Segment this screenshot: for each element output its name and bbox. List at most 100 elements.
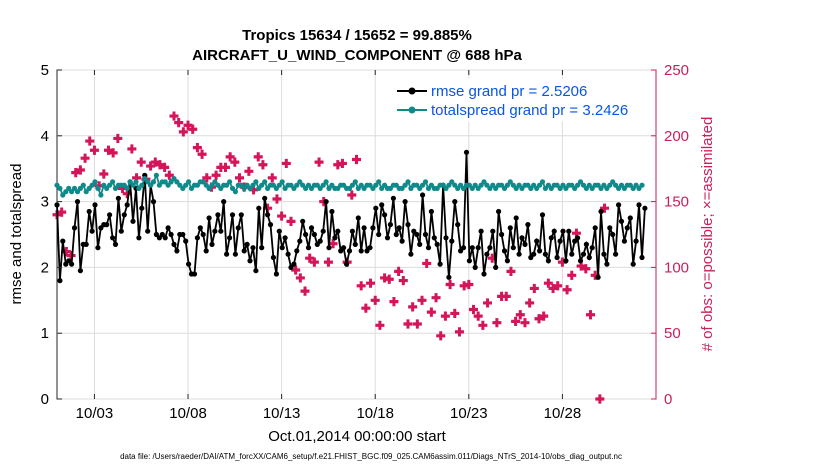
series-point-rmse [586,254,592,261]
series-point-rmse [387,222,393,228]
x-tick-label: 10/18 [356,405,394,422]
series-point-rmse [153,231,159,238]
series-point-rmse [580,251,587,257]
series-point-rmse [332,235,338,241]
series-point-rmse [384,235,391,241]
y-left-tick-label: 5 [41,62,49,79]
series-point-totalspread [639,182,645,188]
obs-count-marker [286,216,296,226]
series-point-totalspread [449,179,455,185]
series-point-rmse [373,205,379,211]
obs-count-marker [146,161,156,171]
series-point-totalspread [142,176,148,182]
obs-count-marker [557,257,567,267]
series-point-rmse [349,228,355,234]
series-point-rmse [104,222,110,228]
obs-count-marker [567,270,577,280]
series-point-rmse [229,212,236,218]
series-point-rmse [422,231,429,238]
obs-count-marker [585,310,595,320]
chart-title: Tropics 15634 / 15652 = 99.885% [242,27,472,44]
series-point-rmse [396,225,402,231]
series-point-rmse [522,241,528,247]
obs-count-marker [178,127,188,137]
series-layer [54,149,648,284]
series-point-rmse [71,225,78,231]
series-point-rmse [513,215,519,221]
obs-count-marker [118,183,128,194]
x-tick-label: 10/28 [544,405,582,422]
series-point-rmse [107,212,113,218]
series-point-totalspread [323,179,329,185]
obs-count-marker [235,173,245,183]
series-point-rmse [197,225,203,231]
y-axis-label-left: rmse and totalspread [8,164,25,305]
legend-spread-marker [408,106,416,114]
series-point-rmse [531,251,537,257]
series-point-rmse [566,228,572,234]
y-right-tick-label: 50 [664,325,681,342]
obs-count-marker [356,281,366,291]
chart-subtitle: AIRCRAFT_U_WIND_COMPONENT @ 688 hPa [192,47,522,64]
series-point-rmse [69,261,75,267]
series-point-rmse [537,248,543,254]
series-point-rmse [624,225,630,231]
obs-count-marker [426,307,436,317]
y-left-tick-label: 0 [41,391,49,408]
series-point-rmse [501,248,508,254]
series-point-totalspread [422,179,429,185]
series-point-rmse [323,199,329,205]
obs-count-marker [122,189,132,199]
series-point-rmse [557,238,563,244]
series-point-rmse [329,208,335,215]
series-point-totalspread [227,179,233,185]
legend-box [392,78,653,122]
series-point-rmse [270,254,276,261]
obs-count-marker [305,253,315,263]
series-point-rmse [352,241,358,247]
series-point-rmse [247,258,253,264]
series-point-rmse [194,235,200,241]
obs-count-marker [300,286,310,296]
series-point-rmse [218,228,224,234]
obs-count-marker [590,270,600,280]
series-point-rmse [57,278,63,284]
obs-count-marker [75,165,85,175]
obs-count-marker [244,166,254,176]
obs-count-marker [375,320,385,330]
y-axis-label-right: # of obs: o=possible; ×=assimilated [699,117,716,352]
series-point-rmse [227,235,233,241]
series-point-rmse [86,208,92,215]
series-point-rmse [311,231,317,238]
series-point-rmse [259,245,265,251]
series-point-rmse [545,258,552,264]
series-point-rmse [273,271,279,277]
x-tick-label: 10/08 [169,405,207,422]
series-point-rmse [434,241,440,247]
obs-count-marker [57,207,67,217]
series-point-totalspread [232,189,238,195]
series-point-totalspread [95,185,101,191]
series-point-rmse [583,241,590,247]
series-point-rmse [475,245,481,251]
series-point-rmse [569,251,575,257]
series-point-rmse [601,251,607,257]
series-point-rmse [598,208,604,215]
legend: rmse grand pr = 2.5206 totalspread grand… [392,78,653,122]
x-tick-label: 10/13 [263,405,301,422]
obs-count-marker [459,281,469,291]
series-point-rmse [180,231,186,238]
obs-count-marker [71,168,81,178]
series-point-rmse [191,271,198,277]
series-point-rmse [455,222,461,228]
obs-count-marker [328,239,338,249]
obs-count-marker [230,157,240,167]
obs-count-marker [529,283,539,294]
obs-count-marker [267,173,277,183]
series-point-totalspread [200,179,206,185]
series-point-rmse [294,248,300,254]
obs-count-marker [183,120,193,130]
series-point-rmse [414,231,420,238]
obs-count-marker [384,274,394,284]
series-point-totalspread [57,185,63,191]
